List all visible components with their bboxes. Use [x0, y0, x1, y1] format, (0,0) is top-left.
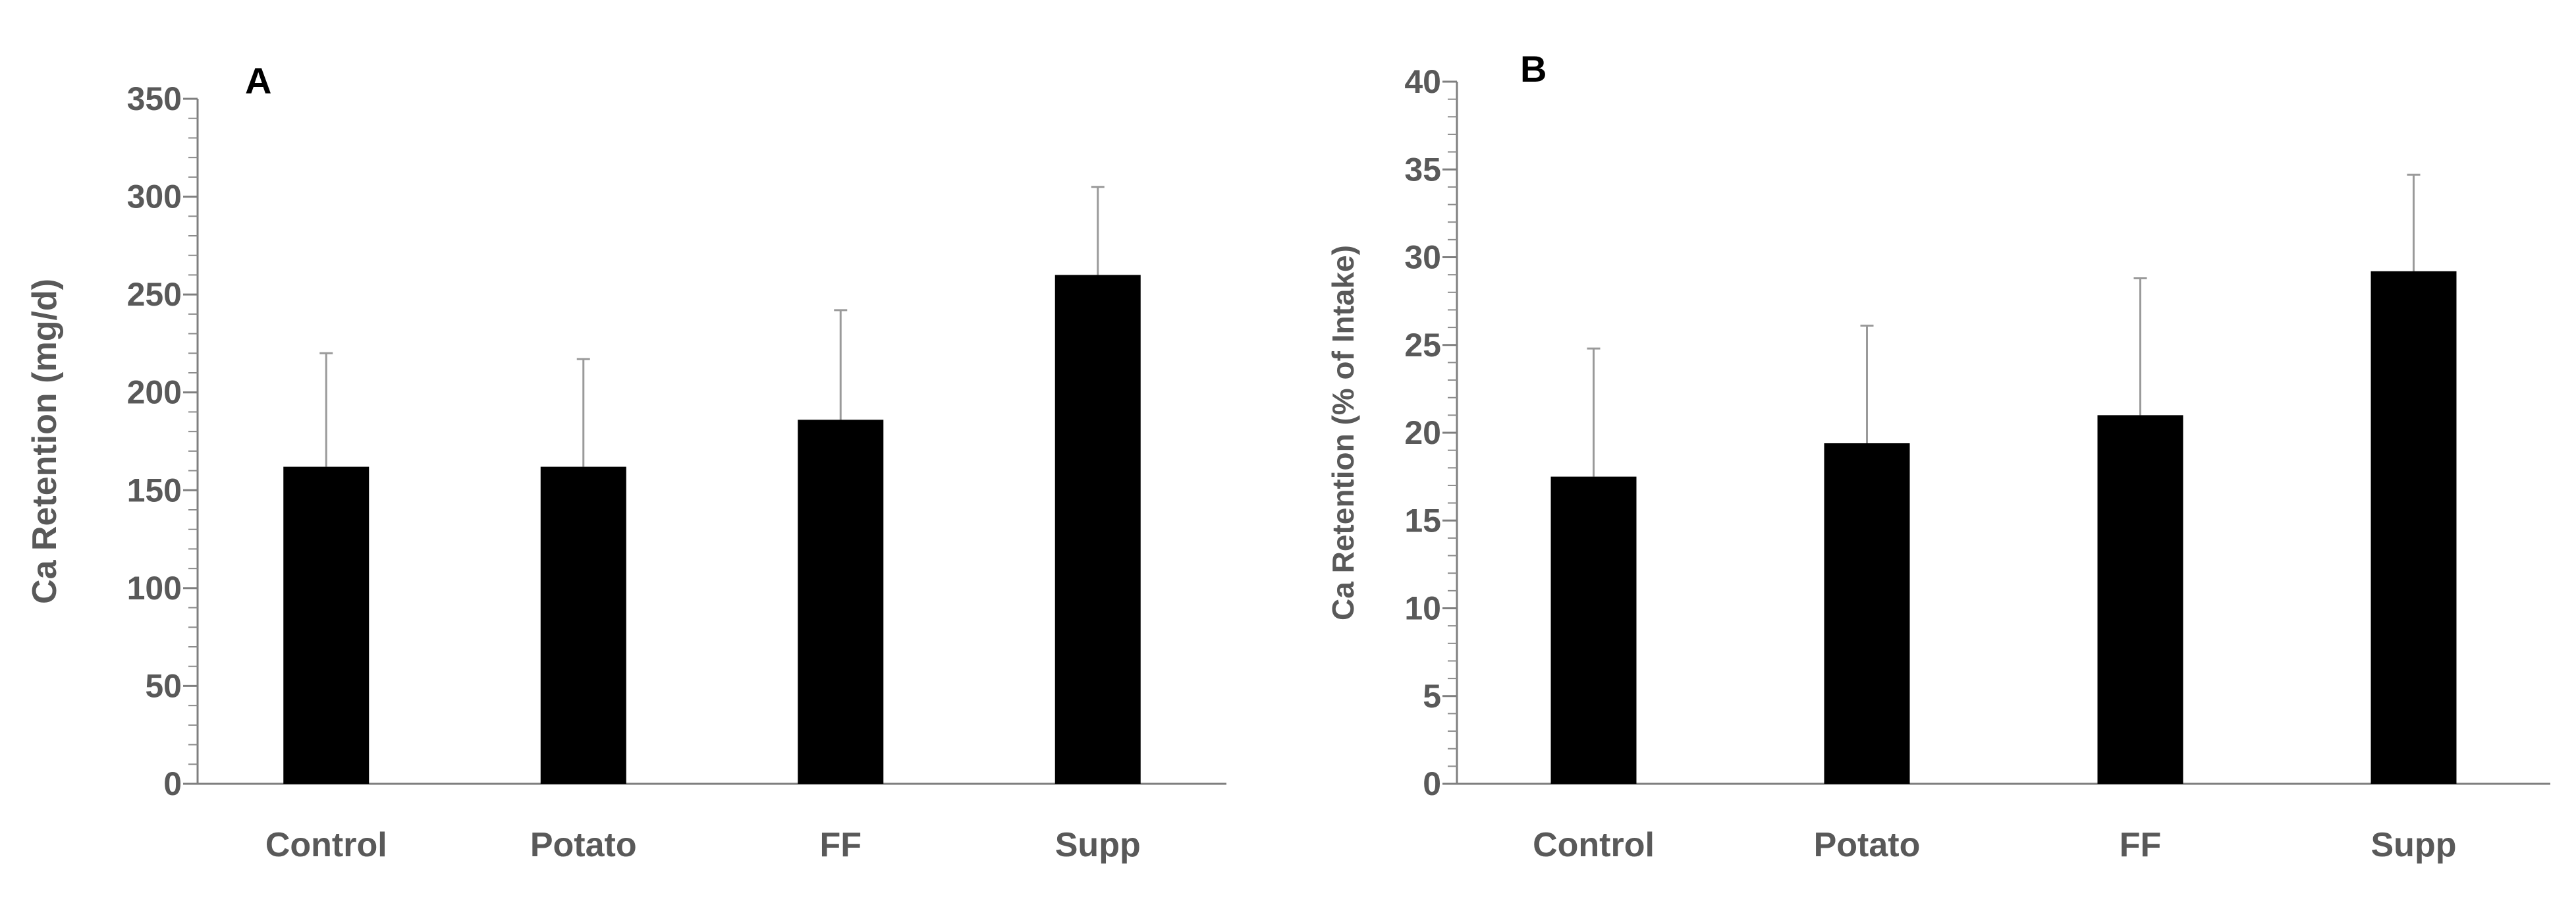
x-tick-label: Potato	[1814, 826, 1921, 864]
x-tick-label: Potato	[530, 826, 637, 864]
y-tick-label: 0	[1423, 765, 1441, 802]
y-tick-label: 30	[1404, 239, 1441, 276]
y-tick-label: 50	[145, 667, 182, 704]
bar-control	[283, 466, 370, 784]
panel-label: A	[245, 60, 271, 101]
chart-panel-a: A Ca Retention (mg/d) 0 50 100 150 200 250 300 35…	[26, 60, 1226, 864]
bar-supp	[2370, 271, 2457, 784]
y-tick-label: 150	[127, 472, 182, 508]
y-tick-label: 200	[127, 374, 182, 411]
y-tick-label: 10	[1404, 590, 1441, 627]
y-tick-label: 250	[127, 276, 182, 313]
y-tick-label: 0	[163, 765, 182, 802]
x-tick-label: Control	[265, 826, 387, 864]
x-tick-label: Supp	[2371, 826, 2457, 864]
y-axis-title: Ca Retention (% of Intake)	[1326, 245, 1360, 620]
bar-ff	[2097, 415, 2183, 784]
panel-label: B	[1520, 48, 1547, 90]
y-tick-label: 300	[127, 178, 182, 215]
y-tick-label: 350	[127, 80, 182, 117]
bar-potato	[1824, 443, 1910, 784]
x-tick-label: Supp	[1055, 826, 1141, 864]
y-tick-label: 35	[1404, 151, 1441, 188]
y-tick-label: 25	[1404, 327, 1441, 364]
x-tick-label: FF	[2120, 826, 2162, 864]
y-tick-label: 15	[1404, 502, 1441, 539]
x-tick-label: Control	[1533, 826, 1655, 864]
y-tick-label: 20	[1404, 414, 1441, 451]
y-tick-label: 100	[127, 570, 182, 607]
y-axis-title: Ca Retention (mg/d)	[26, 279, 64, 604]
y-tick-label: 40	[1404, 63, 1441, 100]
y-tick-label: 5	[1423, 678, 1441, 715]
chart-panel-b: B Ca Retention (% of Intake) 0 5 10 15 20 25 30 3…	[1326, 48, 2550, 864]
bar-control	[1550, 476, 1637, 784]
x-tick-label: FF	[819, 826, 862, 864]
bar-supp	[1055, 275, 1141, 784]
bar-ff	[798, 420, 884, 784]
bar-potato	[540, 466, 626, 784]
